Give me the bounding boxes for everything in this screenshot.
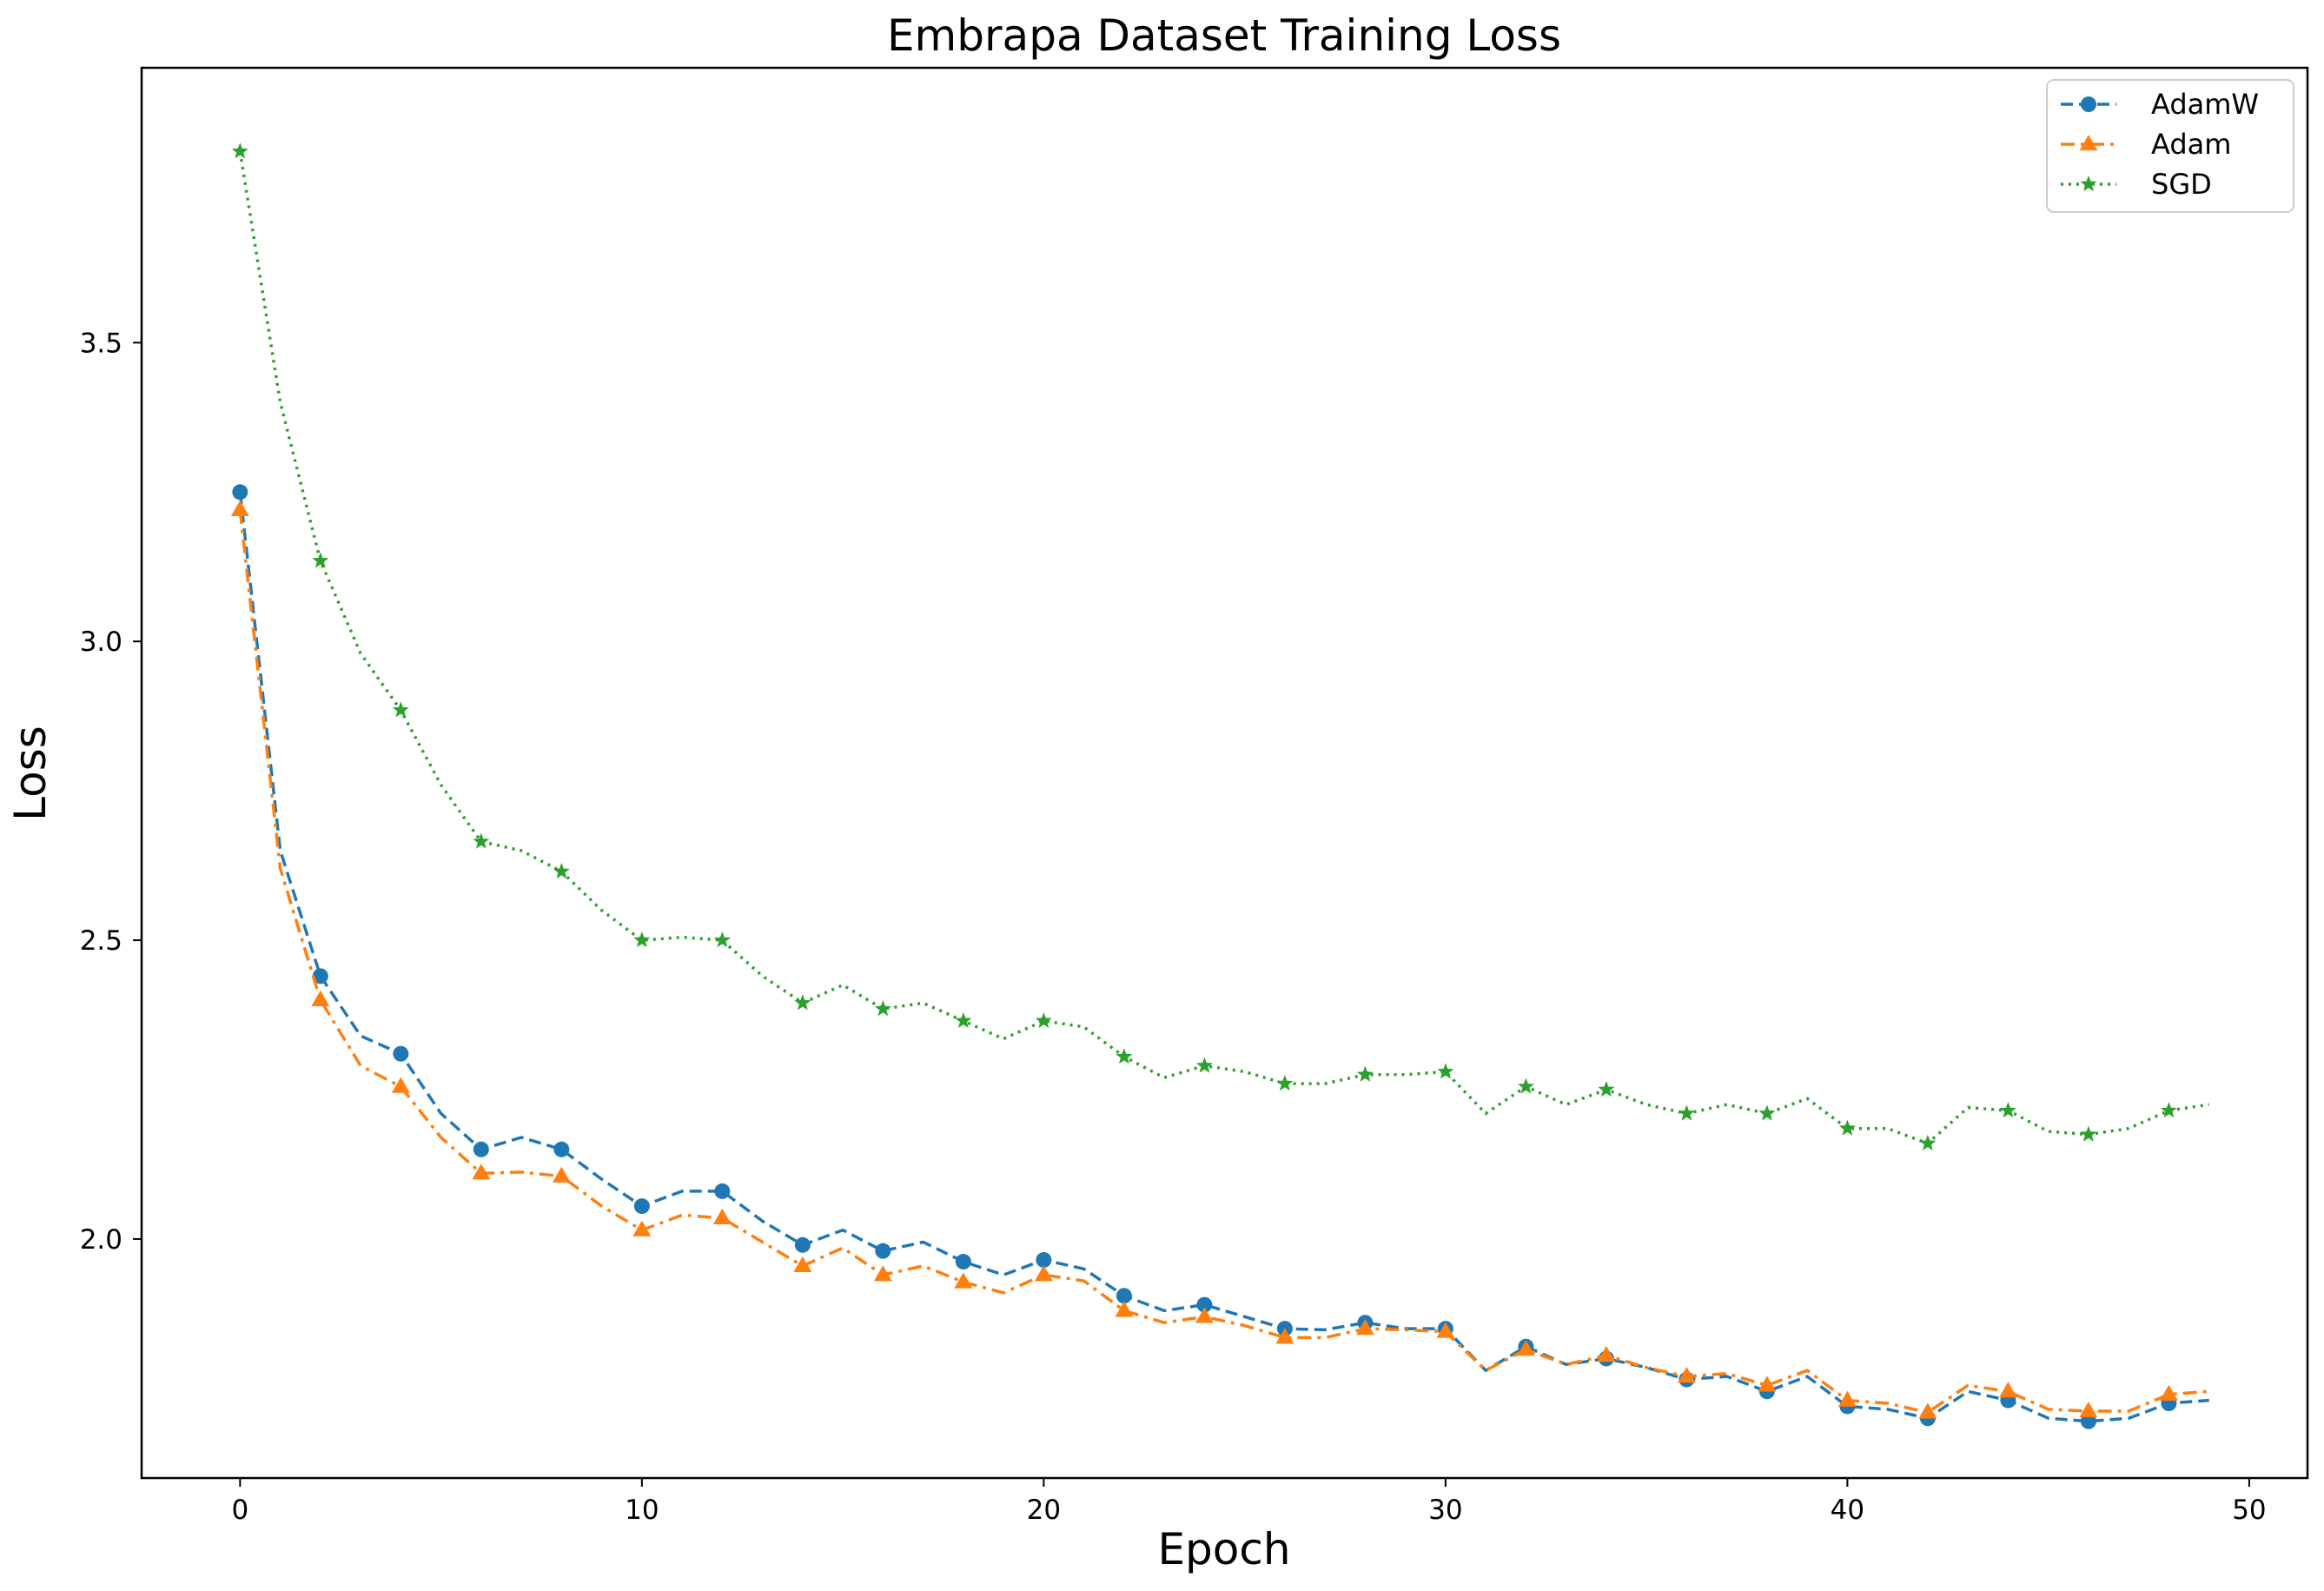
data-point-adam [873,1265,892,1282]
data-point-sgd [1838,1119,1856,1136]
x-tick-label: 30 [1428,1495,1462,1526]
data-point-sgd [713,931,731,948]
data-point-sgd [1195,1057,1213,1073]
data-point-sgd [392,701,409,718]
data-point-adam [1758,1376,1777,1392]
data-point-adam [1355,1319,1374,1336]
y-tick-label: 3.0 [80,626,122,658]
data-point-adam [712,1208,732,1224]
data-point-adam [391,1077,410,1093]
series-line-adamw [238,492,2209,1423]
data-point-sgd [874,1000,891,1017]
data-point-sgd [1758,1104,1776,1121]
series-layer [230,143,2209,1429]
data-point-sgd [1437,1063,1454,1079]
data-point-adamw [1116,1288,1132,1304]
data-point-adamw [232,484,248,501]
data-point-sgd [1919,1134,1937,1150]
data-point-sgd [955,1011,972,1028]
data-point-sgd [1598,1081,1615,1097]
series-adam [230,500,2209,1419]
data-point-sgd [553,863,570,879]
legend-item-adamw: AdamW [2061,88,2259,121]
data-point-adamw [473,1141,489,1157]
series-line-sgd [238,151,2209,1145]
data-point-sgd [2080,1125,2097,1142]
data-point-adamw [875,1243,891,1259]
data-point-adam [1275,1328,1294,1344]
data-point-adam [230,500,249,517]
y-tick-label: 2.5 [80,925,122,957]
data-point-adamw [393,1045,409,1062]
data-point-sgd [794,994,811,1011]
x-tick-label: 20 [1027,1495,1061,1526]
legend-marker-adam [2079,135,2098,151]
data-point-sgd [1999,1102,2016,1118]
data-point-adam [1195,1307,1214,1323]
x-axis-label: Epoch [1157,1524,1290,1574]
legend-marker-sgd [2080,176,2097,192]
chart-title: Embrapa Dataset Training Loss [887,10,1561,61]
legend-item-sgd: SGD [2061,168,2212,201]
data-point-sgd [2160,1102,2177,1118]
y-tick-label: 2.0 [80,1224,122,1256]
series-sgd [231,143,2209,1150]
x-axis: 0 10 20 30 40 50 [231,1478,2267,1526]
data-point-adam [311,990,330,1006]
data-point-adamw [794,1236,811,1253]
data-point-adamw [2080,1413,2096,1429]
data-point-adam [1436,1322,1455,1338]
legend-box [2046,79,2294,213]
data-point-sgd [1035,1011,1052,1028]
data-point-adam [1597,1346,1616,1362]
legend-item-adam: Adam [2061,128,2231,161]
data-point-adam [2159,1384,2178,1401]
data-point-sgd [231,143,248,159]
x-tick-label: 0 [231,1495,248,1526]
data-point-adamw [1036,1251,1052,1268]
data-point-adam [472,1163,491,1180]
data-point-sgd [1356,1065,1374,1082]
legend-marker-adamw [2081,96,2096,112]
legend-label-adamw: AdamW [2151,88,2259,121]
data-point-adam [793,1256,812,1273]
legend-label-sgd: SGD [2151,168,2212,201]
data-point-adam [1034,1265,1053,1282]
data-point-sgd [1116,1048,1133,1064]
data-point-adamw [553,1141,570,1157]
plot-area [140,66,2309,1480]
y-axis-label: Loss [5,726,56,821]
data-point-adamw [714,1183,731,1199]
data-point-adamw [955,1254,971,1270]
y-tick-label: 3.5 [80,328,122,359]
data-point-sgd [633,931,651,948]
data-point-adam [1918,1402,1937,1419]
data-point-adam [1677,1367,1696,1383]
x-tick-label: 10 [625,1495,659,1526]
data-point-adamw [633,1198,650,1215]
data-point-adam [552,1166,571,1183]
y-axis: 2.0 2.5 3.0 3.5 [80,328,142,1256]
data-point-adam [1998,1382,2017,1398]
data-point-adam [1516,1340,1535,1356]
legend: AdamW Adam SGD [2046,79,2294,213]
data-point-adamw [1196,1296,1213,1313]
data-point-adam [954,1272,973,1289]
data-point-adam [632,1220,652,1236]
data-point-sgd [1517,1077,1534,1094]
data-point-adamw [312,968,328,984]
data-point-adam [1115,1301,1134,1317]
data-point-sgd [1276,1075,1294,1091]
data-point-sgd [312,552,329,568]
x-tick-label: 40 [1831,1495,1864,1526]
x-tick-label: 50 [2232,1495,2266,1526]
data-point-sgd [1678,1104,1695,1121]
data-point-sgd [473,832,490,849]
data-point-adam [2079,1401,2098,1418]
data-point-adam [1837,1390,1857,1407]
legend-label-adam: Adam [2151,128,2231,161]
